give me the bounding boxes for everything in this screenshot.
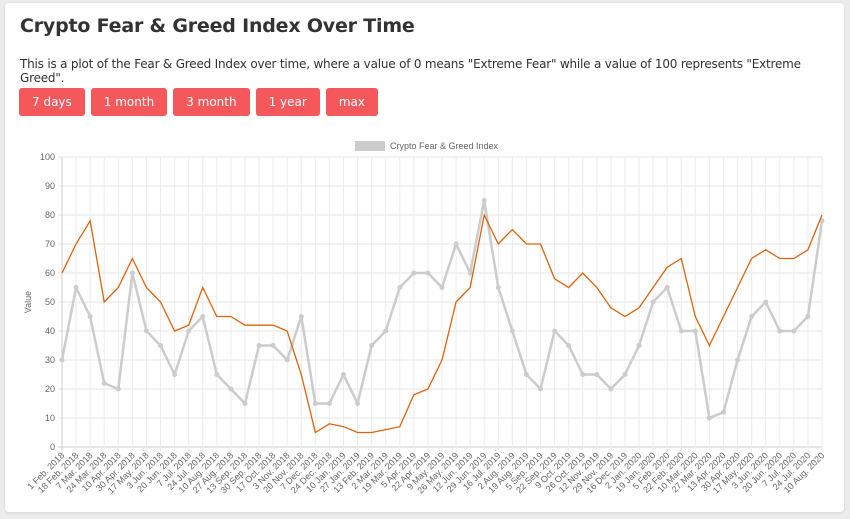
index-point: [763, 299, 769, 305]
index-point: [678, 328, 684, 334]
index-point: [552, 328, 558, 334]
y-tick-label: 20: [45, 384, 55, 394]
index-point: [172, 372, 178, 377]
index-point: [214, 372, 220, 377]
y-tick-label: 70: [45, 239, 55, 249]
index-point: [355, 401, 361, 406]
index-point: [73, 285, 79, 290]
description: This is a plot of the Fear & Greed Index…: [20, 57, 801, 85]
index-point: [242, 401, 248, 406]
y-tick-label: 0: [50, 442, 55, 452]
index-point: [326, 401, 332, 406]
y-tick-label: 90: [45, 181, 55, 191]
index-point: [284, 357, 290, 363]
index-point: [59, 357, 65, 363]
page-title: Crypto Fear & Greed Index Over Time: [20, 15, 415, 37]
index-point: [664, 285, 670, 290]
index-point: [523, 372, 529, 377]
range-7-days-button[interactable]: 7 days: [19, 88, 85, 116]
index-point: [749, 314, 755, 319]
y-tick-label: 50: [45, 297, 55, 307]
range-1-year-button[interactable]: 1 year: [255, 88, 320, 116]
index-point: [425, 270, 431, 276]
index-point: [369, 343, 375, 348]
y-axis-label: Value: [23, 291, 33, 313]
index-point: [735, 357, 741, 363]
index-point: [298, 314, 304, 319]
index-point: [256, 343, 262, 348]
index-point: [720, 409, 726, 415]
index-point: [594, 372, 600, 377]
index-point: [158, 343, 164, 348]
index-point: [453, 241, 459, 247]
y-tick-label: 80: [45, 210, 55, 220]
index-point: [706, 415, 712, 421]
legend-label: Crypto Fear & Greed Index: [390, 141, 499, 151]
index-point: [622, 372, 628, 377]
index-point: [87, 314, 93, 319]
range-3-month-button[interactable]: 3 month: [173, 88, 250, 116]
range-max-button[interactable]: max: [325, 88, 378, 116]
index-point: [636, 343, 642, 348]
index-point: [791, 328, 797, 334]
index-point: [143, 328, 149, 334]
index-point: [538, 386, 544, 392]
index-point: [411, 270, 417, 276]
index-point: [228, 386, 234, 392]
index-point: [397, 285, 403, 290]
index-point: [777, 328, 783, 334]
index-point: [115, 386, 121, 392]
y-tick-label: 60: [45, 268, 55, 278]
range-buttons: 7 days 1 month 3 month 1 year max: [19, 88, 378, 116]
index-point: [340, 372, 346, 377]
index-point: [439, 285, 445, 290]
index-point: [608, 386, 614, 392]
index-point: [186, 328, 192, 334]
series-line-1: [61, 212, 823, 434]
range-1-month-button[interactable]: 1 month: [90, 88, 168, 116]
index-point: [495, 285, 501, 290]
y-tick-label: 40: [45, 326, 55, 336]
index-point: [805, 314, 811, 319]
y-tick-label: 10: [45, 413, 55, 423]
index-point: [566, 343, 572, 348]
index-point: [467, 270, 473, 276]
chart-card: Crypto Fear & Greed Index Over Time This…: [5, 3, 844, 512]
legend-swatch: [355, 141, 385, 151]
index-point: [200, 314, 206, 319]
y-tick-label: 100: [40, 152, 55, 162]
index-point: [481, 198, 487, 203]
index-point: [270, 343, 276, 348]
index-point: [101, 380, 107, 386]
index-point: [383, 328, 389, 334]
index-point: [692, 328, 698, 334]
y-tick-label: 30: [45, 355, 55, 365]
index-point: [312, 401, 318, 406]
index-point: [509, 328, 515, 334]
index-point: [129, 270, 135, 276]
index-point: [580, 372, 586, 377]
index-point: [650, 299, 656, 305]
